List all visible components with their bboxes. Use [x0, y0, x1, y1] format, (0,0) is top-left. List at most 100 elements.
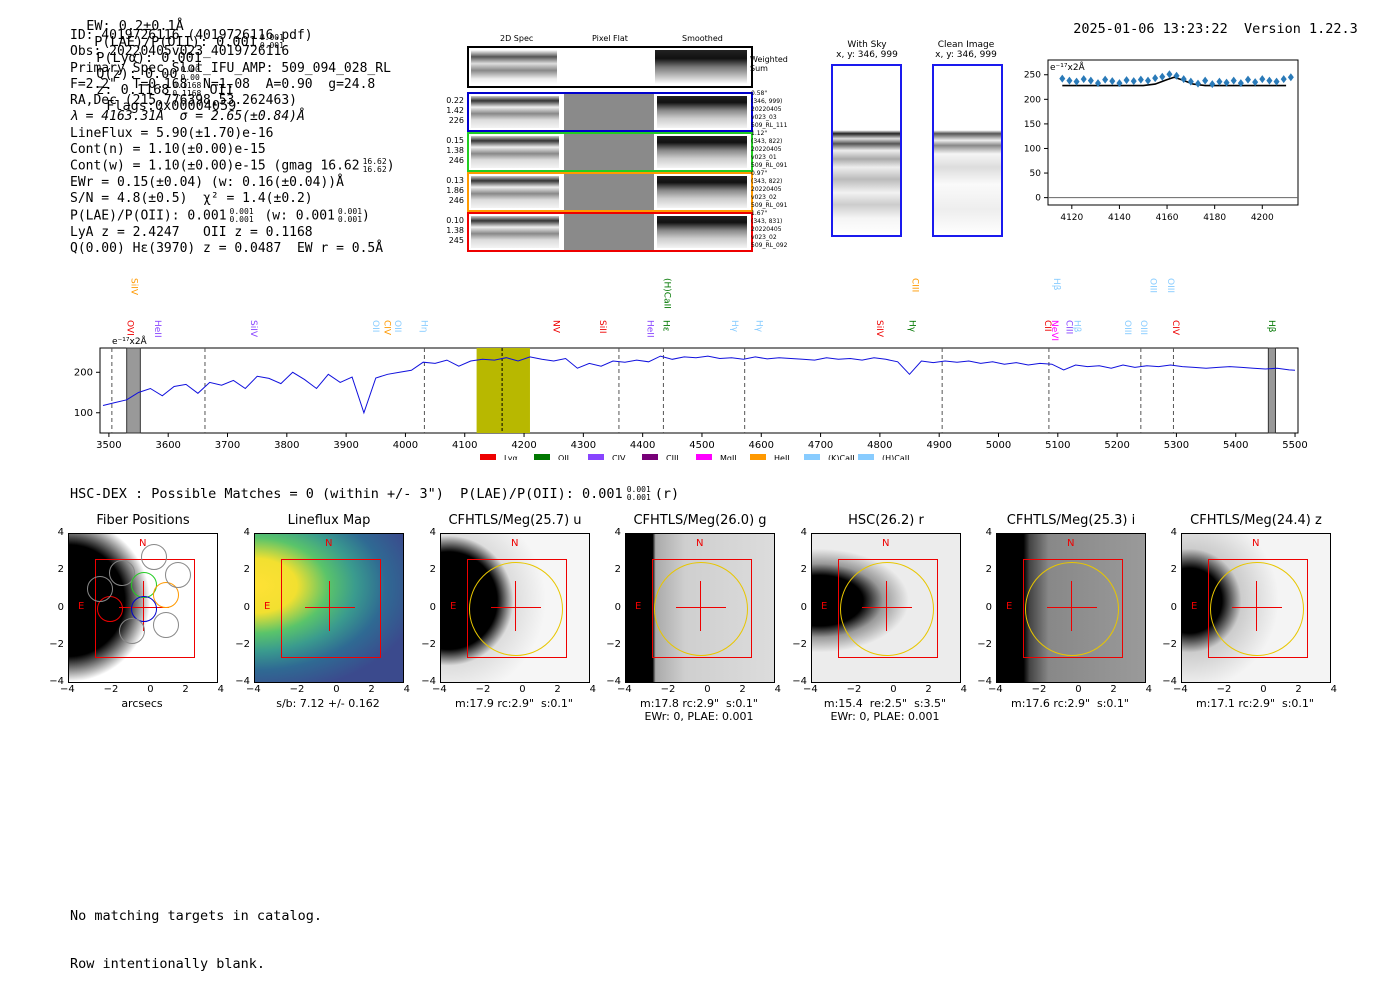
- spectral-line-label: SiII: [597, 320, 607, 334]
- panel-ytick-label: −4: [606, 676, 621, 687]
- cutout-row-label-line: 20220405: [751, 226, 782, 233]
- cutout-row-label-line: 1.67": [751, 210, 768, 217]
- zoom-data-point: [1230, 76, 1237, 85]
- panel-match-circle: [469, 562, 563, 656]
- panel-ytick-label: −2: [421, 638, 436, 650]
- panel-xtick-label: −4: [617, 684, 632, 695]
- header-plae: P(LAE)/P(OII): 0.001 0.001 0.001: [94, 33, 284, 51]
- cutout-row-label-line: v023_01: [751, 154, 777, 161]
- legend-swatch: [588, 454, 604, 460]
- panel-east-label: E: [78, 601, 85, 612]
- clean-image-title: Clean Image x, y: 346, 999: [935, 40, 997, 60]
- panel-yticks: 4 2 0 −2 −4: [974, 527, 992, 687]
- col-smoothed: Smoothed: [682, 34, 723, 43]
- panel-xtick-label: 2: [739, 684, 746, 695]
- zoom-ytick-label: 200: [1024, 95, 1041, 105]
- cutout-row-label: 0.97" (343, 822) 20220405 v023_02 509_RL_091: [751, 170, 787, 210]
- info-id: ID: 4019726116 (4019726116.pdf): [70, 28, 313, 43]
- legend-swatch: [480, 454, 496, 460]
- cutout-row-label-line: (343, 831): [751, 218, 783, 225]
- zoom-data-point: [1059, 74, 1066, 83]
- spectrum-xtick-label: 4300: [571, 440, 596, 451]
- zoom-axes-frame: [1047, 59, 1299, 206]
- panel-ytick-label: −4: [792, 676, 807, 687]
- panel-ytick-label: 0: [429, 601, 436, 613]
- cutout-row-value: 1.38: [446, 226, 464, 235]
- spectrum-xtick-label: 3900: [333, 440, 358, 451]
- spectral-line-label: Hβ: [1051, 278, 1061, 291]
- col-2d-spec: 2D Spec: [500, 34, 534, 43]
- spectral-line-label: Hβ: [1266, 320, 1276, 333]
- panel-xticks: −4 −2 0 2 4: [988, 684, 1152, 695]
- panel-north-label: N: [1067, 538, 1075, 549]
- cutout-row-label-line: 20220405: [751, 186, 782, 193]
- panel-crosshair-h: [305, 607, 355, 608]
- cutout-pixel-flat: [564, 134, 654, 170]
- spectral-line-label: OVI: [124, 320, 134, 336]
- legend-label: CIV: [612, 454, 626, 460]
- panel-ytick-label: 0: [614, 601, 621, 613]
- panel-ytick-label: 4: [57, 527, 64, 538]
- panel-xtick-label: −2: [1031, 684, 1047, 695]
- zoom-ytick-label: 0: [1035, 194, 1041, 204]
- spectral-line-label: OII: [392, 320, 402, 332]
- spectral-line-label: HeII: [152, 320, 162, 338]
- spectrum-xtick-label: 4700: [808, 440, 833, 451]
- spectrum-xtick-label: 4600: [749, 440, 774, 451]
- spectral-line-label: OIII: [1122, 320, 1132, 335]
- cutout-2d-spec: [471, 216, 559, 248]
- panel-xtick-label: −4: [60, 684, 75, 695]
- cutout-row-value: 0.10: [446, 216, 464, 225]
- legend-swatch: [804, 454, 820, 460]
- panel-aperture-box: [1208, 559, 1308, 658]
- zoom-data-point: [1280, 75, 1287, 84]
- zoom-data-point: [1202, 76, 1209, 85]
- legend-swatch: [750, 454, 766, 460]
- panel-xtick-label: 2: [1110, 684, 1117, 695]
- panel-ytick-label: −4: [235, 676, 250, 687]
- panel-caption: arcsecs: [121, 697, 163, 710]
- panel-yticks: 4 2 0 −2 −4: [1159, 527, 1177, 687]
- panel-xtick-label: −2: [1216, 684, 1232, 695]
- legend-label: CIII: [666, 454, 679, 460]
- cutout-row-value: 1.38: [446, 146, 464, 155]
- zoom-fit-line: [1062, 76, 1287, 87]
- zoom-xtick-label: 4140: [1108, 213, 1131, 223]
- cutout-pixel-flat: [564, 94, 654, 130]
- spectral-line-label: NV: [551, 320, 561, 334]
- info-block: ID: 4019726116 (4019726116.pdf) Obs: 202…: [70, 28, 395, 257]
- spectrum-xtick-label: 4900: [926, 440, 951, 451]
- panel-xtick-label: −2: [103, 684, 119, 695]
- panel-title: CFHTLS/Meg(24.4) z: [1190, 513, 1322, 528]
- cutout-row-label-line: (343, 822): [751, 178, 783, 185]
- panel-ytick-label: 2: [429, 564, 436, 576]
- panel-ytick-label: 2: [243, 564, 250, 576]
- panel-xtick-label: −2: [660, 684, 676, 695]
- cutout-row-label-line: v023_02: [751, 234, 777, 241]
- zoom-data-point: [1087, 76, 1094, 85]
- panel-xticks: −4 −2 0 2 4: [246, 684, 410, 695]
- cutout-row-label-line: 1.12": [751, 130, 768, 137]
- panel-xticks: −4 −2 0 2 4: [617, 684, 781, 695]
- panel-ytick-label: 4: [800, 527, 807, 538]
- panel-ytick-label: 4: [429, 527, 436, 538]
- legend-label: HeII: [774, 454, 790, 460]
- header-bar: EW: 0.2±0.1Å P(LAE)/P(OII): 0.001 0.001 0.…: [70, 2, 284, 114]
- cutout-row-value: 245: [448, 236, 464, 245]
- panel-ytick-label: 2: [800, 564, 807, 576]
- spectrum-xtick-label: 5200: [1104, 440, 1129, 451]
- cutout-row-value: 246: [448, 196, 464, 205]
- zoom-data-point: [1166, 70, 1173, 79]
- with-sky-title: With Sky x, y: 346, 999: [836, 40, 898, 60]
- panel-xtick-label: −4: [246, 684, 261, 695]
- spectrum-ytick-label: 200: [74, 367, 93, 378]
- match-line: HSC-DEX : Possible Matches = 0 (within +…: [70, 485, 680, 503]
- info-contn: Cont(n) = 1.10(±0.00)e-15: [70, 142, 266, 158]
- panel-xtick-label: 4: [960, 684, 967, 695]
- legend-swatch: [642, 454, 658, 460]
- panel-xtick-label: 4: [403, 684, 410, 695]
- spectral-line-label: Hβ: [1071, 320, 1081, 333]
